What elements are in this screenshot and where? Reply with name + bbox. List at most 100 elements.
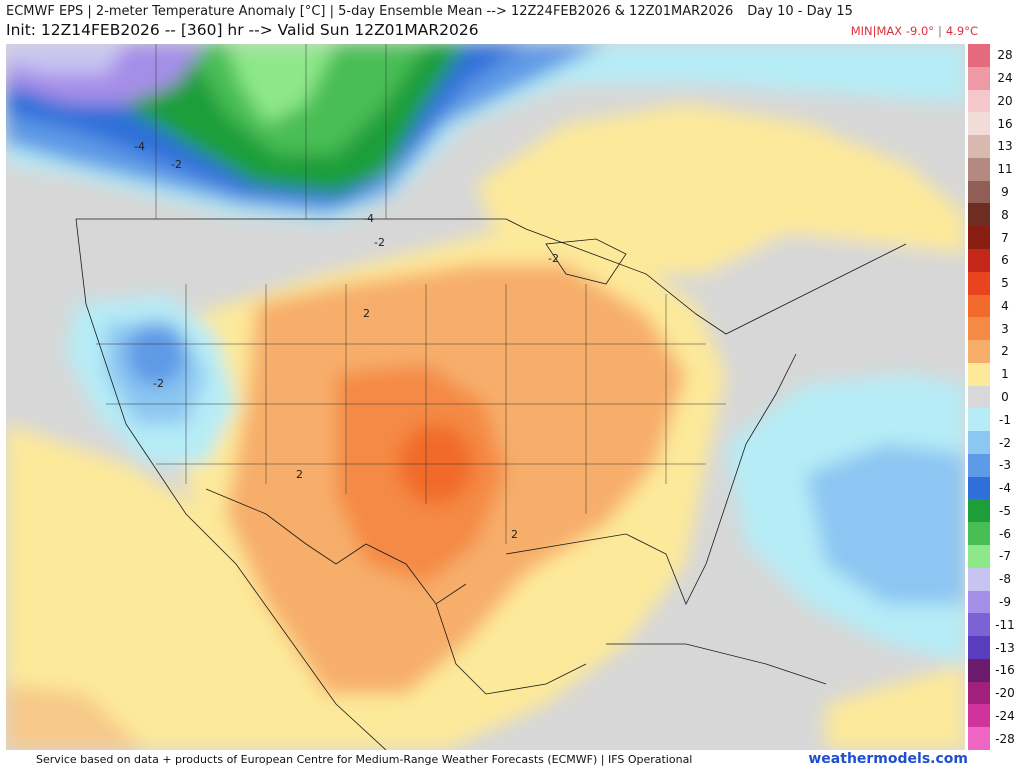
- init-line: Init: 12Z14FEB2026 -- [360] hr --> Valid…: [6, 21, 479, 39]
- contour-label: 2: [363, 307, 370, 320]
- legend-swatch: [968, 476, 990, 500]
- legend-swatch: [968, 499, 990, 523]
- legend-label: -5: [999, 503, 1011, 518]
- legend-swatch: [968, 89, 990, 113]
- legend-swatch: [968, 135, 990, 159]
- legend-label: -8: [999, 572, 1011, 587]
- legend-label: -13: [995, 640, 1015, 655]
- caribbean-warm-field: [826, 664, 965, 750]
- legend-label: 28: [997, 48, 1013, 63]
- legend-swatch: [968, 248, 990, 273]
- legend-label: 4: [1001, 298, 1009, 313]
- legend-swatch: [968, 636, 990, 660]
- gulf-mexico-coastline: [435, 603, 587, 695]
- contour-label: -2: [171, 158, 182, 171]
- legend-swatch: [968, 545, 990, 569]
- us-mexico-border: [205, 488, 467, 605]
- legend-swatch: [968, 157, 990, 182]
- us-canada-border: [76, 218, 907, 335]
- map-title: ECMWF EPS | 2-meter Temperature Anomaly …: [6, 4, 853, 19]
- map-svg: -4 -2 -4 -2 -2 2 2 -2 2: [6, 44, 965, 750]
- legend-label: 5: [1001, 276, 1009, 291]
- legend-swatch: [968, 408, 990, 432]
- legend-label: 9: [1001, 185, 1009, 200]
- temperature-anomaly-map: -4 -2 -4 -2 -2 2 2 -2 2: [6, 44, 965, 750]
- brand-link[interactable]: weathermodels.com: [808, 751, 968, 767]
- day-range: Day 10 - Day 15: [747, 4, 853, 19]
- state-lines-vertical: [185, 284, 667, 544]
- legend-swatch: [968, 317, 990, 341]
- legend-swatch: [968, 681, 990, 705]
- legend-swatch: [968, 385, 990, 409]
- legend-label: 3: [1001, 321, 1009, 336]
- contour-label: 2: [511, 528, 518, 541]
- legend-label: 1: [1001, 367, 1009, 382]
- legend-swatch: [968, 340, 990, 364]
- legend-swatch: [968, 727, 990, 751]
- legend-label: 0: [1001, 390, 1009, 404]
- contour-labels: -4 -2 -4 -2 -2 2 2 -2 2: [134, 140, 559, 541]
- max-value: 4.9°C: [945, 24, 978, 38]
- legend-swatch: [968, 590, 990, 614]
- legend-swatch: [968, 180, 990, 204]
- legend-swatch: [968, 362, 990, 387]
- map-title-text: ECMWF EPS | 2-meter Temperature Anomaly …: [6, 4, 734, 19]
- legend-swatch: [968, 522, 990, 546]
- legend-swatch: [968, 453, 990, 478]
- legend-label: 24: [997, 71, 1013, 86]
- legend-label: 13: [997, 139, 1013, 154]
- great-lakes-outline: [545, 238, 627, 285]
- legend-swatch: [968, 658, 990, 683]
- legend-swatch: [968, 431, 990, 455]
- contour-label: -4: [363, 212, 374, 225]
- legend-swatch: [968, 112, 990, 136]
- contour-label: 2: [296, 468, 303, 481]
- pacific-warm-patch: [6, 684, 146, 750]
- legend-label: 6: [1001, 253, 1009, 268]
- political-boundaries: [75, 44, 907, 750]
- legend-label: 20: [997, 93, 1013, 108]
- legend-swatch: [968, 567, 990, 592]
- legend-label: 7: [1001, 230, 1009, 245]
- legend-swatch: [968, 203, 990, 227]
- legend-label: -11: [995, 617, 1015, 632]
- min-max-readout: MIN|MAX -9.0° | 4.9°C: [850, 24, 978, 38]
- legend-swatch: [968, 294, 990, 318]
- legend-label: 8: [1001, 207, 1009, 222]
- contour-label: -2: [153, 377, 164, 390]
- anomaly-fields: [6, 44, 965, 750]
- contour-label: -2: [548, 252, 559, 265]
- gulf-atlantic-coastline: [505, 353, 797, 605]
- color-scale-labels: 28 24 20 16 13 11 9 8 7 6 5 4 3 2 1 0 -1 -2 -3 -4 -5 -6 -7 -8 -9…: [990, 44, 1024, 750]
- legend-label: -1: [999, 412, 1011, 427]
- legend-label: 11: [997, 162, 1013, 177]
- northwest-lilac: [6, 44, 126, 74]
- legend-swatch: [968, 226, 990, 250]
- contour-label: -2: [374, 236, 385, 249]
- legend-swatch: [968, 271, 990, 295]
- legend-label: 16: [997, 116, 1013, 131]
- state-lines-horizontal: [96, 343, 726, 465]
- canada-pale-green: [226, 44, 336, 124]
- legend-label: -6: [999, 526, 1011, 541]
- great-basin-cold-core: [126, 322, 186, 386]
- legend-swatch: [968, 704, 990, 728]
- atlantic-cool-core: [806, 444, 965, 604]
- province-lines: [155, 44, 387, 219]
- legend-label: -9: [999, 594, 1011, 609]
- legend-label: -20: [995, 686, 1015, 701]
- legend-swatch: [968, 66, 990, 91]
- legend-label: -2: [999, 435, 1011, 450]
- legend-label: -24: [995, 708, 1015, 723]
- legend-swatch: [968, 44, 990, 68]
- pacific-coastline: [75, 218, 387, 750]
- cuba-outline: [606, 643, 827, 685]
- canada-warm-field: [476, 104, 965, 274]
- legend-label: -7: [999, 549, 1011, 564]
- legend-label: -3: [999, 458, 1011, 473]
- min-value: -9.0°: [905, 24, 935, 38]
- legend-label: -28: [995, 731, 1015, 746]
- legend-label: -4: [999, 481, 1011, 496]
- northeast-neutral: [706, 224, 965, 384]
- legend-label: 2: [1001, 344, 1009, 359]
